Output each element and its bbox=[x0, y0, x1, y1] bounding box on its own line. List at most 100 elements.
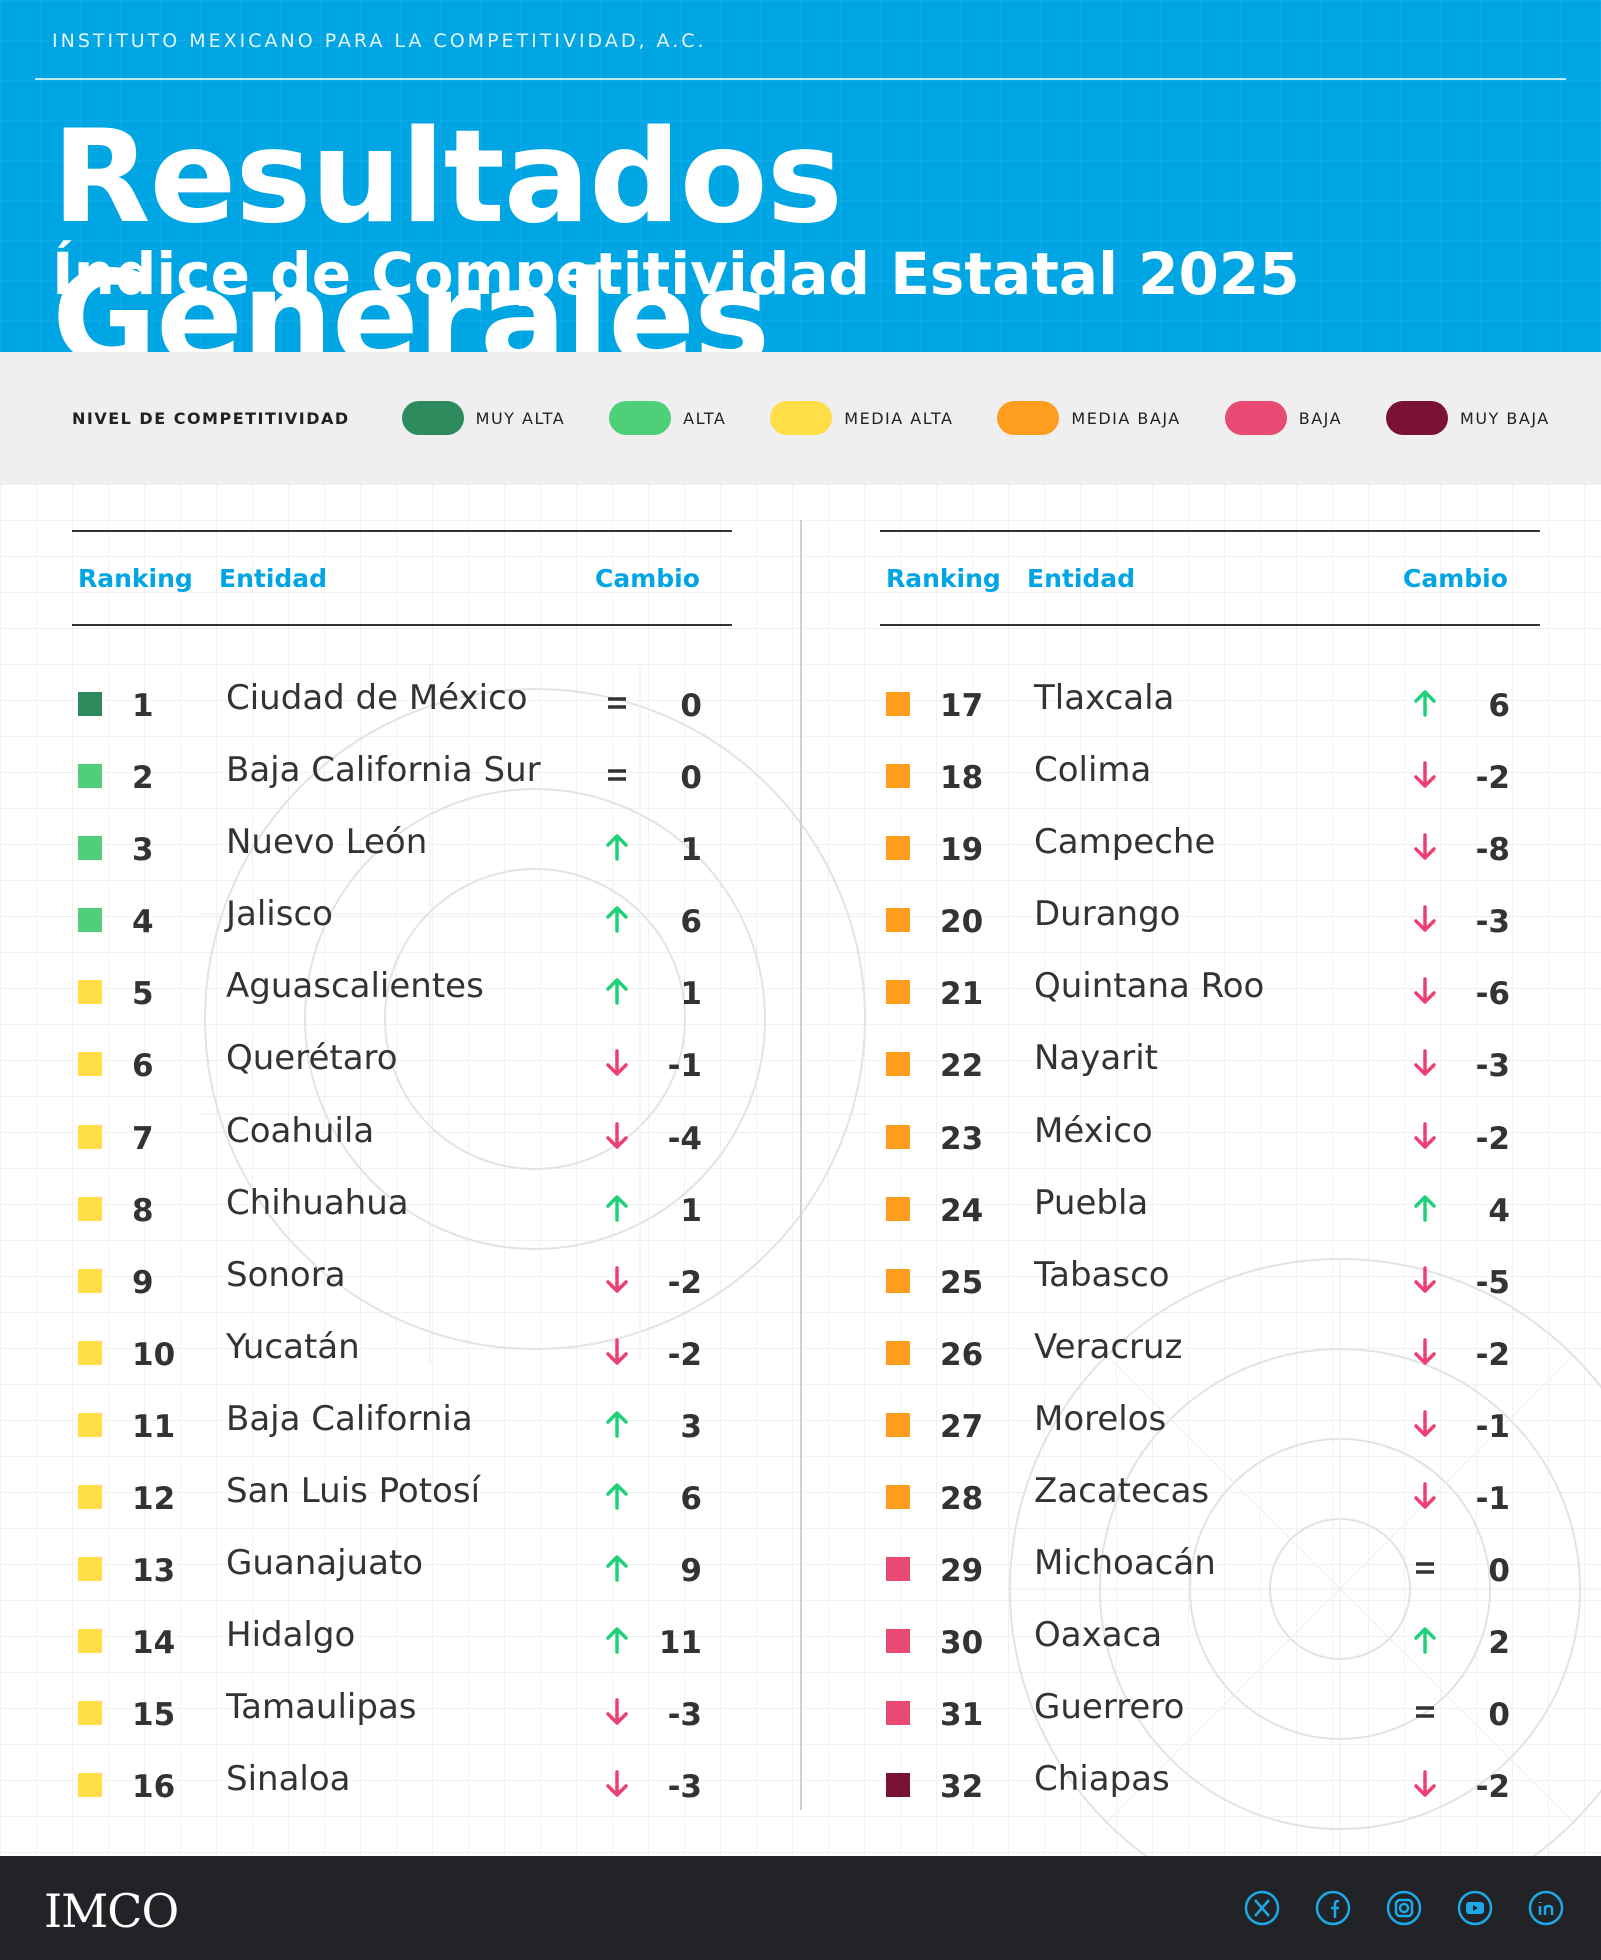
x-icon[interactable] bbox=[1243, 1889, 1281, 1927]
arrow-down-icon bbox=[1414, 1338, 1436, 1365]
legend-item-media-baja: MEDIA BAJA bbox=[997, 401, 1180, 435]
rank-change: 0 bbox=[1488, 1553, 1510, 1590]
equal-icon bbox=[1416, 1706, 1434, 1719]
arrow-down-icon bbox=[1414, 905, 1436, 933]
rank-change: -2 bbox=[667, 1264, 702, 1301]
rank-number: 12 bbox=[132, 1481, 176, 1518]
rank-number: 30 bbox=[940, 1625, 984, 1662]
state-name: Zacatecas bbox=[1034, 1471, 1210, 1512]
header-entidad: Entidad bbox=[219, 563, 328, 593]
table-header: Ranking Entidad Cambio bbox=[880, 532, 1540, 626]
rank-change: -2 bbox=[1475, 1336, 1510, 1373]
arrow-down-icon bbox=[606, 1121, 628, 1149]
rank-number: 13 bbox=[132, 1553, 176, 1590]
facebook-icon[interactable] bbox=[1314, 1889, 1352, 1927]
equal-icon bbox=[1416, 1562, 1434, 1574]
instagram-icon[interactable] bbox=[1385, 1889, 1423, 1927]
table-row: 27 Morelos -1 bbox=[880, 1387, 1540, 1459]
level-square bbox=[78, 1340, 102, 1365]
state-name: Tlaxcala bbox=[1034, 678, 1175, 718]
footer: IMCO bbox=[0, 1856, 1601, 1960]
linkedin-icon[interactable] bbox=[1527, 1889, 1565, 1927]
table-row: 15 Tamaulipas -3 bbox=[72, 1675, 732, 1747]
level-square bbox=[78, 1629, 102, 1654]
organization-name: INSTITUTO MEXICANO PARA LA COMPETITIVIDA… bbox=[52, 30, 707, 52]
arrow-up-icon bbox=[606, 1555, 628, 1582]
state-name: Baja California bbox=[226, 1398, 473, 1439]
level-square bbox=[886, 1701, 910, 1726]
rank-number: 28 bbox=[940, 1481, 984, 1518]
arrow-up-icon bbox=[1414, 1194, 1436, 1222]
level-square bbox=[886, 1629, 910, 1654]
level-square bbox=[78, 1268, 102, 1293]
rank-change: 1 bbox=[680, 832, 702, 869]
arrow-down-icon bbox=[1414, 761, 1436, 788]
header-divider bbox=[35, 78, 1566, 80]
level-square bbox=[886, 764, 910, 789]
rank-number: 18 bbox=[940, 760, 984, 797]
table-row: 22 Nayarit -3 bbox=[880, 1026, 1540, 1098]
rank-change: 1 bbox=[680, 976, 702, 1013]
rank-number: 2 bbox=[132, 760, 154, 797]
table-row: 12 San Luis Potosí 6 bbox=[72, 1459, 732, 1531]
table-top-rule bbox=[72, 530, 732, 532]
rank-change: -5 bbox=[1475, 1264, 1510, 1301]
rank-change: 3 bbox=[680, 1408, 702, 1445]
table-header: Ranking Entidad Cambio bbox=[72, 532, 732, 626]
ranking-table-right: Ranking Entidad Cambio 17 Tlaxcala 6 18 Coli… bbox=[880, 530, 1540, 1820]
level-square bbox=[78, 1485, 102, 1510]
equal-icon bbox=[608, 769, 626, 781]
legend-swatch bbox=[997, 401, 1060, 435]
table-row: 11 Baja California 3 bbox=[72, 1387, 732, 1459]
level-square bbox=[886, 908, 910, 933]
rank-number: 11 bbox=[132, 1408, 176, 1445]
table-row: 19 Campeche -8 bbox=[880, 810, 1540, 882]
legend-label: MUY ALTA bbox=[475, 408, 566, 428]
state-name: Chiapas bbox=[1034, 1759, 1170, 1800]
rank-number: 24 bbox=[940, 1192, 984, 1229]
rank-change: -3 bbox=[1475, 1048, 1510, 1085]
arrow-down-icon bbox=[1414, 1410, 1436, 1437]
rank-change: -2 bbox=[667, 1336, 702, 1373]
legend-label: ALTA bbox=[683, 408, 727, 428]
state-name: San Luis Potosí bbox=[226, 1471, 481, 1512]
arrow-down-icon bbox=[1414, 1770, 1436, 1798]
state-name: Guanajuato bbox=[226, 1543, 424, 1584]
rank-change: -6 bbox=[1475, 976, 1510, 1013]
state-name: Nayarit bbox=[1034, 1038, 1158, 1079]
youtube-icon[interactable] bbox=[1456, 1889, 1494, 1927]
rank-number: 1 bbox=[132, 688, 154, 724]
legend-label: MUY BAJA bbox=[1460, 408, 1550, 428]
arrow-down-icon bbox=[1414, 977, 1436, 1005]
page-title: Resultados Generales bbox=[52, 103, 843, 352]
table-row: 1 Ciudad de México 0 bbox=[72, 666, 732, 738]
rank-change: 6 bbox=[680, 1481, 702, 1518]
level-square bbox=[78, 1196, 102, 1221]
level-square bbox=[886, 1268, 910, 1293]
table-row: 16 Sinaloa -3 bbox=[72, 1747, 732, 1819]
arrow-up-icon bbox=[606, 834, 628, 861]
arrow-down-icon bbox=[606, 1770, 628, 1798]
table-row: 20 Durango -3 bbox=[880, 882, 1540, 954]
table-row: 3 Nuevo León 1 bbox=[72, 810, 732, 882]
header-ranking: Ranking bbox=[886, 563, 1001, 593]
arrow-up-icon bbox=[606, 1411, 628, 1438]
page-subtitle: Índice de Competitividad Estatal 2025 bbox=[52, 240, 1300, 308]
arrow-down-icon bbox=[1414, 1121, 1436, 1149]
rank-number: 27 bbox=[940, 1408, 984, 1445]
state-name: Aguascalientes bbox=[226, 966, 484, 1007]
arrow-down-icon bbox=[606, 1338, 628, 1365]
state-name: México bbox=[1034, 1110, 1153, 1151]
header-grid-decoration bbox=[0, 0, 1601, 352]
legend-title: NIVEL DE COMPETITIVIDAD bbox=[72, 408, 350, 428]
state-name: Morelos bbox=[1034, 1398, 1167, 1439]
rank-number: 16 bbox=[132, 1769, 176, 1806]
table-row: 8 Chihuahua 1 bbox=[72, 1171, 732, 1243]
rank-number: 3 bbox=[132, 832, 154, 869]
rank-change: 2 bbox=[1488, 1625, 1510, 1662]
table-row: 31 Guerrero 0 bbox=[880, 1675, 1540, 1747]
rank-change: -1 bbox=[1475, 1481, 1510, 1518]
rank-number: 6 bbox=[132, 1048, 154, 1085]
legend-item-baja: BAJA bbox=[1224, 401, 1342, 435]
header-cambio: Cambio bbox=[595, 563, 700, 593]
